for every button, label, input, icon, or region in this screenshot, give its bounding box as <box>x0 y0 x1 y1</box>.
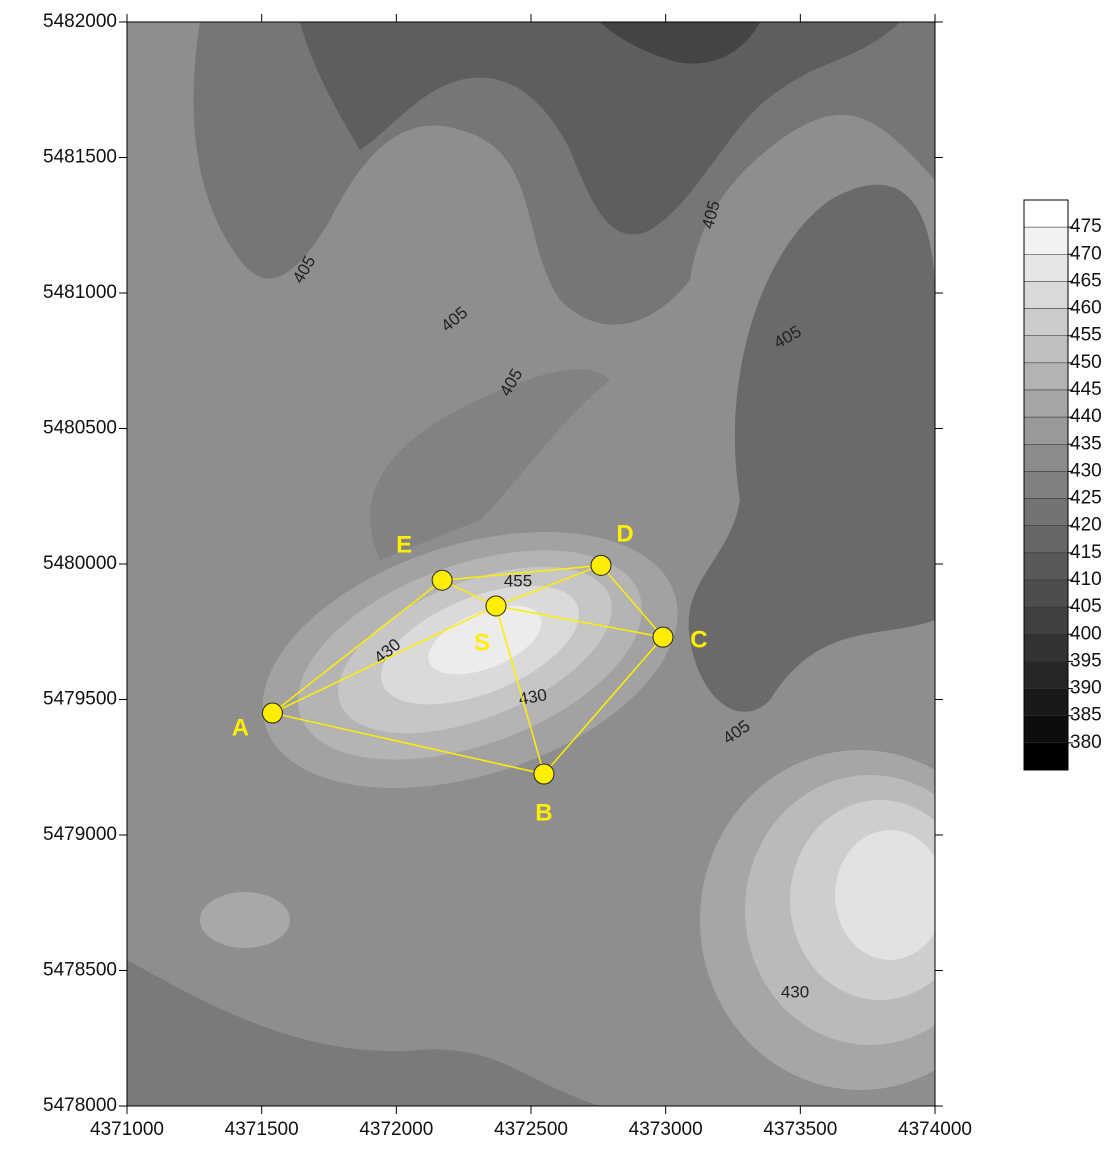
colorbar-band <box>1023 606 1069 635</box>
y-tick-label: 5480500 <box>43 418 117 439</box>
y-tick-label: 5479000 <box>43 824 117 845</box>
colorbar-band <box>1023 335 1069 364</box>
colorbar-label: 405 <box>1070 596 1102 617</box>
colorbar-band <box>1023 199 1069 228</box>
station-label: B <box>535 799 552 826</box>
colorbar-label: 435 <box>1070 433 1102 454</box>
colorbar-band <box>1023 552 1069 581</box>
colorbar-band <box>1023 254 1069 282</box>
colorbar-frame <box>1023 199 1069 771</box>
contour-label: 455 <box>504 571 532 590</box>
hill-west <box>200 892 290 948</box>
station <box>485 595 507 617</box>
y-tick-label: 5479500 <box>43 689 117 710</box>
terrain-south <box>127 960 600 1106</box>
network-edge <box>272 605 497 714</box>
station <box>261 702 283 724</box>
colorbar-band <box>1023 688 1069 716</box>
colorbar-band <box>1023 525 1069 554</box>
colorbar-label: 430 <box>1070 460 1102 481</box>
colorbar-label: 470 <box>1070 243 1102 264</box>
colorbar-band <box>1023 389 1069 418</box>
colorbar-label: 465 <box>1070 270 1102 291</box>
colorbar-label: 395 <box>1070 650 1102 671</box>
colorbar-band <box>1023 634 1069 662</box>
hill-southeast <box>700 750 935 1090</box>
colorbar-band <box>1023 715 1069 744</box>
x-tick-label: 4372500 <box>494 1119 568 1140</box>
colorbar-label: 415 <box>1070 542 1102 563</box>
colorbar-label: 445 <box>1070 379 1102 400</box>
colorbar-label: 475 <box>1070 216 1102 237</box>
station-label: D <box>616 521 633 548</box>
network-edge <box>442 564 602 582</box>
y-tick-label: 5481500 <box>43 147 117 168</box>
colorbar-label: 420 <box>1070 515 1102 536</box>
x-tick-label: 4373500 <box>763 1119 837 1140</box>
colorbar-band <box>1023 579 1069 608</box>
network-edge <box>271 579 443 714</box>
x-tick-label: 4372000 <box>359 1119 433 1140</box>
y-tick-label: 5482000 <box>43 11 117 32</box>
x-tick-label: 4373000 <box>629 1119 703 1140</box>
x-tick-label: 4371000 <box>90 1119 164 1140</box>
contour-label: 430 <box>781 982 809 1001</box>
terrain-lower <box>300 22 900 235</box>
network-edge <box>543 636 664 775</box>
station <box>590 554 612 576</box>
colorbar-label: 450 <box>1070 352 1102 373</box>
colorbar-band <box>1023 444 1069 472</box>
colorbar-label: 400 <box>1070 623 1102 644</box>
terrain-east-low <box>688 184 935 712</box>
x-tick-label: 4371500 <box>225 1119 299 1140</box>
network-edge <box>495 564 602 607</box>
colorbar-label: 460 <box>1070 298 1102 319</box>
terrain-lowest <box>600 22 760 64</box>
station <box>431 569 453 591</box>
colorbar-label: 440 <box>1070 406 1102 427</box>
colorbar-band <box>1023 362 1069 391</box>
y-tick-label: 5481000 <box>43 282 117 303</box>
colorbar-band <box>1023 226 1069 255</box>
station-label: E <box>396 532 412 559</box>
hill-center <box>262 532 678 788</box>
network-edge <box>495 605 545 775</box>
terrain <box>127 22 935 1106</box>
colorbar-band <box>1023 742 1069 771</box>
contour-label: 430 <box>517 685 548 709</box>
colorbar-label: 455 <box>1070 325 1102 346</box>
station <box>533 763 555 785</box>
colorbar-band <box>1023 308 1069 336</box>
network-edge <box>495 605 664 638</box>
colorbar-band <box>1023 281 1069 309</box>
terrain-ridge <box>370 369 610 560</box>
colorbar-band <box>1023 661 1069 689</box>
network-edge <box>272 712 545 775</box>
colorbar-label: 425 <box>1070 488 1102 509</box>
station-label: C <box>690 627 707 654</box>
network-edge <box>600 564 664 638</box>
y-tick-label: 5480000 <box>43 553 117 574</box>
y-tick-label: 5478500 <box>43 960 117 981</box>
colorbar-band <box>1023 416 1069 445</box>
colorbar-label: 410 <box>1070 569 1102 590</box>
colorbar-band <box>1023 471 1069 499</box>
station-label: S <box>474 629 490 656</box>
station-label: A <box>232 714 249 741</box>
x-tick-label: 4374000 <box>898 1119 972 1140</box>
station <box>652 626 674 648</box>
colorbar-band <box>1023 498 1069 526</box>
y-tick-label: 5478000 <box>43 1095 117 1116</box>
colorbar-label: 390 <box>1070 678 1102 699</box>
colorbar-label: 385 <box>1070 705 1102 726</box>
colorbar-label: 380 <box>1070 732 1102 753</box>
